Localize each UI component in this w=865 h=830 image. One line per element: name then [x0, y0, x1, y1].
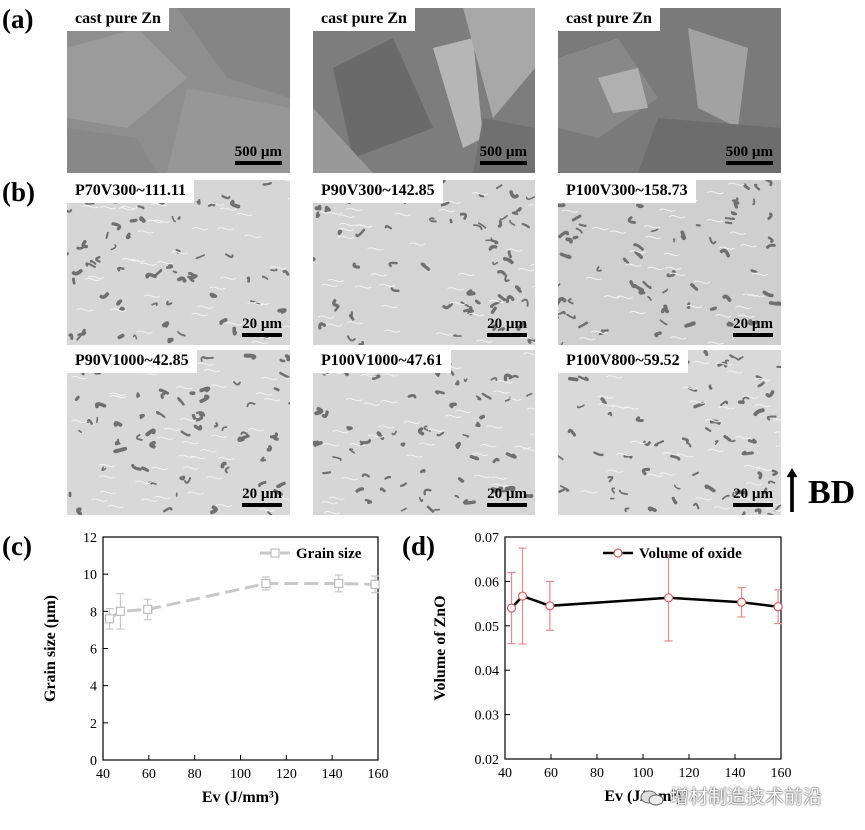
y-tick-label: 4 — [90, 680, 97, 695]
plot-frame — [102, 536, 379, 761]
up-arrow-icon — [786, 468, 798, 512]
micrograph-a1-label: cast pure Zn — [67, 8, 169, 31]
data-point — [517, 591, 528, 601]
panel-label-c: (c) — [2, 531, 32, 561]
grain-size-chart: 40 60 80 100 120 140 160 0 2 4 6 8 10 12 Ev (J/mm³) Gra… — [42, 531, 389, 806]
data-point — [545, 601, 555, 611]
data-point — [506, 603, 517, 613]
y-tick-label: 8 — [90, 605, 97, 620]
micrograph-b3: P100V300~158.73 20 µm — [558, 180, 781, 345]
micrograph-b3-scalebar: 20 µm — [733, 316, 773, 337]
x-tick-label: 120 — [276, 767, 297, 782]
data-point — [736, 597, 747, 607]
micrograph-a3-scalebar: 500 µm — [725, 144, 773, 165]
micrograph-b3-texture — [558, 180, 781, 345]
micrograph-a2-label: cast pure Zn — [313, 8, 415, 31]
micrograph-a2: cast pure Zn 500 µm — [313, 8, 535, 173]
legend-label: Grain size — [296, 546, 362, 562]
micrograph-b5-scalebar: 20 µm — [487, 486, 527, 507]
panel-label-a: (a) — [2, 4, 34, 34]
y-axis-label: Volume of ZnO — [432, 595, 449, 700]
legend-label: Volume of oxide — [639, 546, 742, 562]
x-axis-label: Ev (J/mm³) — [202, 789, 279, 806]
x-tick-label: 140 — [725, 766, 746, 781]
y-tick-label: 0.07 — [475, 531, 500, 546]
x-tick-label: 60 — [544, 766, 558, 781]
micrograph-b6: P100V800~59.52 20 µm — [558, 350, 781, 515]
micrograph-a1: cast pure Zn 500 µm — [67, 8, 290, 173]
micrograph-b1-scalebar: 20 µm — [242, 316, 282, 337]
micrograph-b1: P70V300~111.11 20 µm — [67, 180, 290, 345]
micrograph-b2-scalebar: 20 µm — [487, 316, 527, 337]
micrograph-a2-scalebar: 500 µm — [479, 144, 527, 165]
y-axis-label: Grain size (µm) — [42, 595, 59, 702]
y-tick-label: 0 — [90, 754, 97, 769]
data-point — [143, 604, 153, 615]
panel-label-b: (b) — [2, 177, 35, 207]
x-tick-label: 100 — [633, 766, 654, 781]
micrograph-b6-label: P100V800~59.52 — [558, 350, 688, 373]
micrograph-b5-label: P100V1000~47.61 — [313, 350, 451, 373]
y-tick-label: 0.06 — [475, 575, 500, 590]
micrograph-b1-label: P70V300~111.11 — [67, 180, 194, 203]
micrograph-b2: P90V300~142.85 20 µm — [313, 180, 535, 345]
legend-marker — [270, 548, 280, 558]
x-tick-label: 140 — [322, 767, 343, 782]
micrograph-a1-scalebar: 500 µm — [234, 144, 282, 165]
y-tick-label: 10 — [83, 568, 97, 583]
x-tick-label: 160 — [771, 766, 792, 781]
panel-label-d: (d) — [402, 531, 435, 561]
data-point — [115, 606, 126, 616]
micrograph-b4: P90V1000~42.85 20 µm — [67, 350, 290, 515]
x-tick-label: 40 — [96, 767, 110, 782]
y-tick-label: 0.04 — [475, 664, 500, 679]
x-tick-label: 40 — [498, 766, 512, 781]
y-tick-label: 0.02 — [475, 753, 500, 768]
x-tick-label: 80 — [188, 767, 202, 782]
legend-marker — [613, 548, 623, 558]
wechat-icon — [640, 790, 664, 805]
y-tick-label: 12 — [83, 531, 97, 546]
micrograph-b5: P100V1000~47.61 20 µm — [313, 350, 535, 515]
y-tick-label: 0.05 — [475, 620, 500, 635]
watermark: 增材制造技术前沿 — [640, 782, 822, 809]
micrograph-a3-label: cast pure Zn — [558, 8, 660, 31]
data-point — [261, 578, 271, 589]
x-tick-label: 120 — [679, 766, 700, 781]
micrograph-b2-label: P90V300~142.85 — [313, 180, 443, 203]
micrograph-a1-texture — [67, 8, 290, 173]
micrograph-b6-scalebar: 20 µm — [733, 486, 773, 507]
data-point — [773, 602, 783, 612]
micrograph-a2-texture — [313, 8, 535, 173]
y-tick-label: 6 — [90, 643, 97, 658]
x-tick-label: 160 — [368, 767, 389, 782]
build-direction-label: BD — [808, 474, 856, 511]
data-point — [104, 614, 115, 624]
micrograph-a3-texture — [558, 28, 781, 173]
micrograph-b3-label: P100V300~158.73 — [558, 180, 696, 203]
micrograph-a3: cast pure Zn 500 µm — [558, 8, 781, 173]
x-tick-label: 80 — [590, 766, 604, 781]
y-tick-label: 0.03 — [475, 709, 500, 724]
watermark-text: 增材制造技术前沿 — [670, 786, 823, 808]
x-tick-label: 60 — [142, 767, 156, 782]
zno-volume-chart: 40 60 80 100 120 140 160 0.02 0.03 0.04 0.05 0.06 0.… — [432, 531, 792, 805]
data-point — [370, 579, 380, 589]
plot-frame — [504, 536, 782, 760]
micrograph-b4-scalebar: 20 µm — [242, 486, 282, 507]
data-point — [663, 593, 674, 603]
y-tick-label: 2 — [90, 717, 97, 732]
data-point — [334, 578, 344, 589]
micrograph-b4-label: P90V1000~42.85 — [67, 350, 197, 373]
x-tick-label: 100 — [230, 767, 251, 782]
